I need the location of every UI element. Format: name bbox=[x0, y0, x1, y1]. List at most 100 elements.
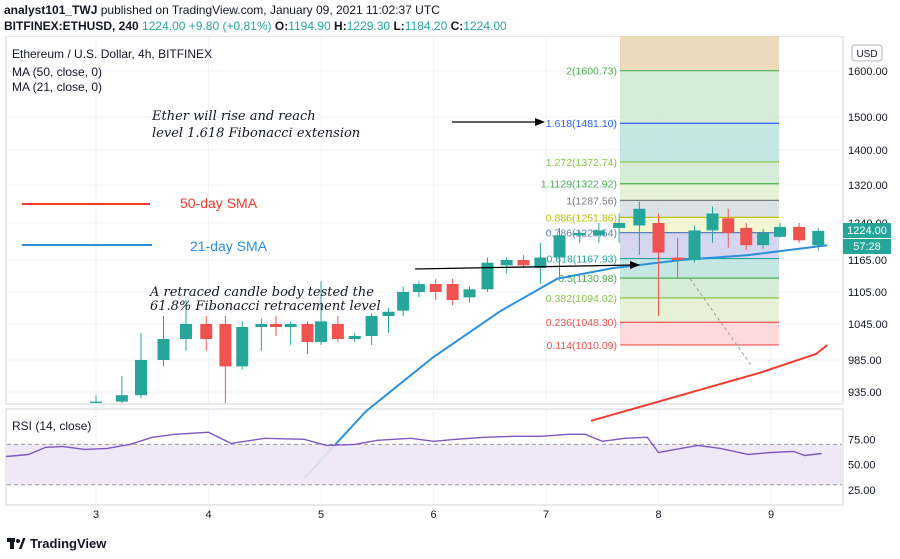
fib-band bbox=[620, 322, 779, 345]
candle-body bbox=[592, 230, 605, 236]
rsi-tick-label: 75.00 bbox=[848, 434, 876, 446]
candle-body bbox=[365, 316, 378, 336]
fib-level-label: 0.886(1251.86) bbox=[546, 212, 617, 224]
symbol-label: BITFINEX:ETHUSD, 240 bbox=[4, 19, 139, 33]
retrace-note-line2: 61.8% Fibonacci retracement level bbox=[150, 299, 381, 314]
x-tick-label: 8 bbox=[655, 509, 661, 521]
author-name[interactable]: analyst101_TWJ bbox=[4, 3, 98, 17]
countdown-tag bbox=[843, 239, 891, 254]
close-label: C: bbox=[450, 19, 464, 33]
x-tick-label: 7 bbox=[543, 509, 549, 521]
candle-body bbox=[613, 223, 626, 228]
candle-body bbox=[255, 324, 268, 327]
tradingview-logo-icon bbox=[7, 538, 26, 549]
candle-body bbox=[397, 292, 410, 311]
price-change: +9.80 (+0.81%) bbox=[188, 19, 272, 33]
last-price: 1224.00 bbox=[142, 19, 186, 33]
tradingview-brand[interactable]: TradingView bbox=[30, 536, 107, 551]
rsi-indicator bbox=[5, 431, 842, 486]
fib-level-label: 1(1287.56) bbox=[566, 195, 617, 207]
y-tick-label: 1320.00 bbox=[848, 180, 888, 192]
candle-body bbox=[722, 218, 735, 233]
candle-body bbox=[706, 213, 719, 231]
y-tick-label: 1600.00 bbox=[848, 66, 888, 78]
fib-level-label: 0.236(1048.30) bbox=[546, 317, 617, 329]
candle-body bbox=[331, 324, 344, 339]
fib-level-label: 0.5(1130.98) bbox=[558, 273, 617, 285]
close-value: 1224.00 bbox=[463, 19, 507, 33]
y-tick-label: 935.00 bbox=[848, 387, 882, 399]
fib-level-label: 0.382(1094.02) bbox=[546, 293, 617, 305]
candle-body bbox=[500, 260, 513, 266]
y-tick-label: 1045.00 bbox=[848, 319, 888, 331]
currency-button[interactable] bbox=[851, 44, 883, 62]
high-value: 1229.30 bbox=[346, 19, 391, 33]
currency-label: USD bbox=[856, 49, 877, 60]
fib-band bbox=[620, 183, 779, 201]
fib-band bbox=[620, 200, 779, 218]
candle-body bbox=[793, 226, 806, 241]
published-text: published on TradingView.com, January 09… bbox=[97, 3, 440, 17]
open-value: 1194.90 bbox=[288, 19, 331, 33]
legend-title: Ethereum / U.S. Dollar, 4h, BITFINEX bbox=[12, 47, 212, 61]
candle-body bbox=[315, 321, 327, 342]
countdown-text: 57:28 bbox=[853, 241, 881, 253]
rsi-tick-label: 50.00 bbox=[848, 460, 876, 472]
candle-body bbox=[412, 284, 425, 292]
candle-body bbox=[463, 289, 476, 298]
candle-body bbox=[135, 360, 147, 396]
sma50-label: 50-day SMA bbox=[180, 195, 258, 211]
high-label: H: bbox=[334, 19, 347, 33]
candle-body bbox=[633, 208, 646, 226]
candle-body bbox=[382, 311, 395, 316]
y-tick-label: 1500.00 bbox=[848, 112, 888, 124]
candle-body bbox=[90, 401, 102, 403]
candle-body bbox=[812, 230, 825, 246]
candle-body bbox=[446, 284, 459, 300]
fib-level-label: 2(1600.73) bbox=[566, 66, 617, 78]
moving-averages bbox=[303, 244, 828, 480]
fib-band bbox=[620, 258, 779, 279]
candle-body bbox=[270, 324, 282, 327]
candle-body bbox=[534, 257, 547, 268]
candle-body bbox=[573, 232, 586, 236]
candle-body bbox=[200, 324, 213, 339]
rsi-band bbox=[7, 444, 842, 485]
candle-body bbox=[688, 230, 701, 260]
fib-level-label: 1.272(1372.74) bbox=[546, 157, 617, 169]
footer: TradingView bbox=[0, 529, 900, 559]
time-axis[interactable]: 3 4 5 6 7 8 9 bbox=[93, 509, 774, 521]
rise-note-line2: level 1.618 Fibonacci extension bbox=[152, 126, 360, 141]
price-axis[interactable]: 1600.001500.001400.001320.001240.001165.… bbox=[848, 66, 888, 497]
ma21-line bbox=[303, 244, 828, 480]
candle-body bbox=[774, 226, 786, 237]
legend-ma50: MA (50, close, 0) bbox=[12, 65, 102, 79]
candle-body bbox=[481, 262, 494, 290]
y-tick-label: 985.00 bbox=[848, 355, 882, 367]
candle-body bbox=[553, 235, 566, 258]
retrace-note-line1: A retraced candle body tested the bbox=[149, 285, 374, 300]
fibonacci-extension[interactable]: 2(1600.73) 1.618(1481.10) 1.272(1372.74) 1.… bbox=[541, 36, 779, 367]
retrace-arrow-line bbox=[414, 264, 635, 270]
candle-body bbox=[517, 260, 530, 266]
rise-note-line1: Ether will rise and reach bbox=[151, 109, 316, 124]
rsi-title: RSI (14, close) bbox=[12, 419, 91, 433]
candle-body bbox=[115, 395, 128, 402]
legend-ma21: MA (21, close, 0) bbox=[12, 80, 102, 94]
rsi-tick-label: 25.00 bbox=[848, 485, 876, 497]
low-label: L: bbox=[393, 19, 405, 33]
fib-level-label: 1.618(1481.10) bbox=[546, 118, 617, 130]
ma50-line bbox=[590, 344, 828, 422]
candle-body bbox=[757, 232, 770, 246]
y-tick-label: 1105.00 bbox=[848, 287, 887, 299]
retrace-arrow-head bbox=[630, 261, 640, 269]
candle-body bbox=[301, 324, 314, 342]
candle-body bbox=[740, 227, 753, 246]
candle-body bbox=[219, 324, 232, 367]
candle-body bbox=[284, 324, 297, 327]
price-chart[interactable]: 2(1600.73) 1.618(1481.10) 1.272(1372.74) 1.… bbox=[0, 36, 900, 529]
x-tick-label: 6 bbox=[430, 509, 436, 521]
fib-band bbox=[620, 161, 779, 184]
x-tick-label: 5 bbox=[318, 509, 324, 521]
x-tick-label: 9 bbox=[768, 509, 774, 521]
